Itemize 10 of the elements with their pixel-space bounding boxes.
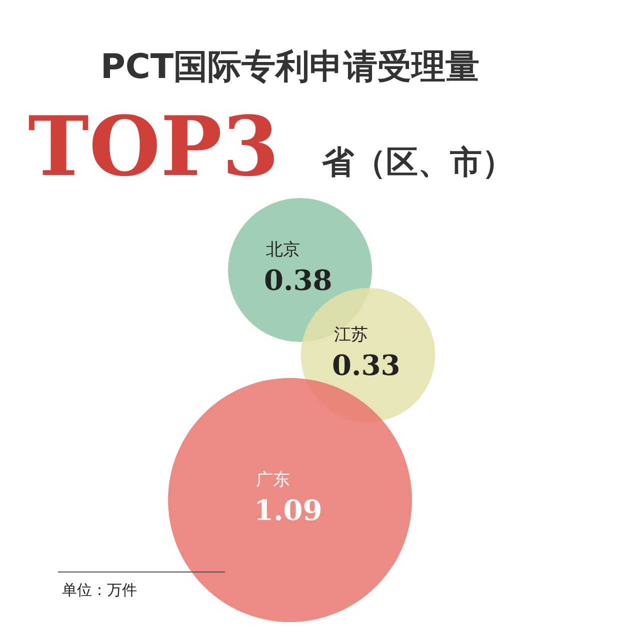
category-label: 广东 — [256, 470, 290, 490]
text: TOP3 — [28, 99, 280, 195]
data-label: 0.38 — [264, 264, 332, 297]
data-label: 1.09 — [254, 494, 322, 527]
text: 省（区、市） — [321, 143, 514, 181]
category-label: 江苏 — [334, 325, 368, 345]
text: PCT国际专利申请受理量 — [100, 47, 480, 87]
text: 单位：万件 — [62, 581, 137, 599]
category-label: 北京 — [266, 240, 300, 260]
data-label: 0.33 — [332, 349, 400, 382]
